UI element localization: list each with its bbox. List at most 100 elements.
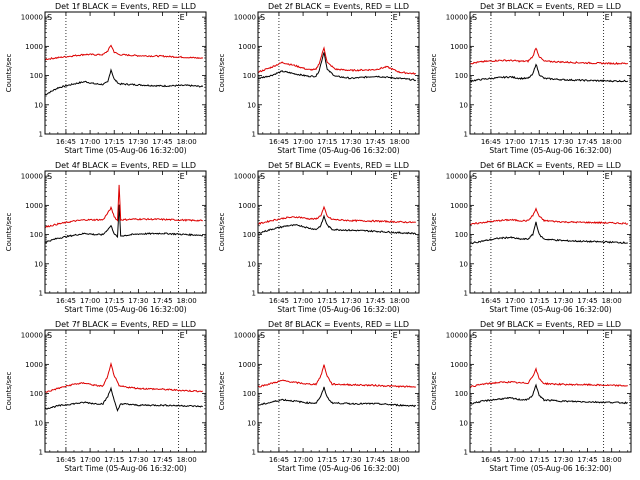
y-axis-label: Counts/sec xyxy=(430,213,438,252)
detector-panel: Det 3f BLACK = Events, RED = LLD Counts/s… xyxy=(430,2,632,155)
x-tick-label: 18:00 xyxy=(602,297,622,305)
x-tick-label: 16:45 xyxy=(481,138,501,146)
chart-title: Det 6f BLACK = Events, RED = LLD xyxy=(480,161,621,170)
events-series-line xyxy=(469,221,628,245)
x-tick-label: 17:45 xyxy=(577,138,597,146)
x-tick-label: 17:00 xyxy=(505,456,525,464)
y-tick-label: 1 xyxy=(252,449,256,457)
end-marker: E xyxy=(180,13,185,22)
start-marker: S xyxy=(47,172,52,181)
chart-title: Det 3f BLACK = Events, RED = LLD xyxy=(480,2,621,11)
x-tick-label: 17:45 xyxy=(577,297,597,305)
x-tick-label: 17:45 xyxy=(152,297,172,305)
y-tick-label: 100 xyxy=(243,231,256,239)
y-tick-label: 10000 xyxy=(234,173,256,181)
x-tick-label: 17:15 xyxy=(529,297,549,305)
events-series-line xyxy=(469,383,628,405)
y-tick-label: 1000 xyxy=(238,361,256,369)
start-marker: S xyxy=(472,172,477,181)
lld-series-line xyxy=(257,205,417,225)
events-series-line xyxy=(257,214,416,235)
chart-title: Det 8f BLACK = Events, RED = LLD xyxy=(268,320,409,329)
y-tick-label: 10000 xyxy=(446,332,468,340)
x-tick-label: 17:15 xyxy=(317,297,337,305)
x-tick-label: 17:30 xyxy=(553,456,573,464)
y-tick-label: 10000 xyxy=(446,14,468,22)
x-tick-label: 18:00 xyxy=(177,456,197,464)
y-tick-label: 1 xyxy=(39,131,43,139)
y-axis-label: Counts/sec xyxy=(218,54,226,93)
chart-title: Det 9f BLACK = Events, RED = LLD xyxy=(480,320,621,329)
events-series-line xyxy=(44,68,204,96)
y-tick-label: 10000 xyxy=(21,173,43,181)
x-tick-label: 17:30 xyxy=(341,297,361,305)
plot-frame xyxy=(257,329,420,453)
detector-panel: Det 5f BLACK = Events, RED = LLD Counts/s… xyxy=(218,161,420,314)
x-axis-label: Start Time (05-Aug-06 16:32:00) xyxy=(489,464,611,473)
x-tick-label: 16:45 xyxy=(481,456,501,464)
lld-series-line xyxy=(257,46,416,75)
plot-frame xyxy=(44,11,207,135)
x-axis-label: Start Time (05-Aug-06 16:32:00) xyxy=(64,305,186,314)
detector-panel: Det 8f BLACK = Events, RED = LLD Counts/s… xyxy=(218,320,420,473)
y-tick-label: 1 xyxy=(39,449,43,457)
end-marker: E xyxy=(393,13,398,22)
x-tick-label: 18:00 xyxy=(390,456,410,464)
x-axis-label: Start Time (05-Aug-06 16:32:00) xyxy=(489,146,611,155)
x-axis-label: Start Time (05-Aug-06 16:32:00) xyxy=(277,305,399,314)
plot-frame xyxy=(469,170,632,294)
x-tick-label: 17:30 xyxy=(553,138,573,146)
end-marker: E xyxy=(393,331,398,340)
x-tick-label: 17:00 xyxy=(80,456,100,464)
y-tick-label: 100 xyxy=(243,390,256,398)
x-axis-label: Start Time (05-Aug-06 16:32:00) xyxy=(64,464,186,473)
x-axis-label: Start Time (05-Aug-06 16:32:00) xyxy=(277,146,399,155)
start-marker: S xyxy=(472,13,477,22)
events-series-line xyxy=(257,52,417,82)
y-tick-label: 10 xyxy=(459,260,468,268)
y-tick-label: 100 xyxy=(243,72,256,80)
plot-frame xyxy=(469,11,632,135)
end-marker: E xyxy=(180,172,185,181)
x-tick-label: 17:15 xyxy=(317,138,337,146)
y-axis-label: Counts/sec xyxy=(5,372,13,411)
x-tick-label: 16:45 xyxy=(56,138,76,146)
x-tick-label: 16:45 xyxy=(481,297,501,305)
x-tick-label: 17:15 xyxy=(317,456,337,464)
detector-panel: Det 2f BLACK = Events, RED = LLD Counts/s… xyxy=(218,2,420,155)
x-tick-label: 17:15 xyxy=(529,138,549,146)
x-tick-label: 17:00 xyxy=(505,297,525,305)
start-marker: S xyxy=(47,13,52,22)
plot-frame xyxy=(44,170,207,294)
start-marker: S xyxy=(47,331,52,340)
x-axis-label: Start Time (05-Aug-06 16:32:00) xyxy=(277,464,399,473)
y-tick-label: 10 xyxy=(34,260,43,268)
y-tick-label: 10 xyxy=(459,101,468,109)
chart-title: Det 1f BLACK = Events, RED = LLD xyxy=(55,2,196,11)
x-tick-label: 17:15 xyxy=(104,297,124,305)
x-tick-label: 17:45 xyxy=(577,456,597,464)
events-series-line xyxy=(45,204,204,243)
chart-title: Det 5f BLACK = Events, RED = LLD xyxy=(268,161,409,170)
y-tick-label: 10000 xyxy=(234,332,256,340)
y-tick-label: 10 xyxy=(247,260,256,268)
detector-panel: Det 1f BLACK = Events, RED = LLD Counts/s… xyxy=(5,2,207,155)
x-tick-label: 17:45 xyxy=(365,297,385,305)
x-tick-label: 17:00 xyxy=(505,138,525,146)
detector-panel: Det 6f BLACK = Events, RED = LLD Counts/s… xyxy=(430,161,632,314)
y-tick-label: 10000 xyxy=(446,173,468,181)
x-tick-label: 17:15 xyxy=(529,456,549,464)
y-axis-label: Counts/sec xyxy=(430,54,438,93)
lld-series-line xyxy=(469,367,628,388)
y-tick-label: 10000 xyxy=(21,14,43,22)
end-marker: E xyxy=(393,172,398,181)
end-marker: E xyxy=(605,13,610,22)
detector-panel: Det 9f BLACK = Events, RED = LLD Counts/s… xyxy=(430,320,632,473)
y-tick-label: 1000 xyxy=(25,202,43,210)
events-series-line xyxy=(44,386,203,413)
y-tick-label: 1000 xyxy=(25,361,43,369)
x-tick-label: 16:45 xyxy=(269,138,289,146)
y-tick-label: 10000 xyxy=(21,332,43,340)
lld-series-line xyxy=(44,361,203,393)
y-tick-label: 10 xyxy=(34,101,43,109)
